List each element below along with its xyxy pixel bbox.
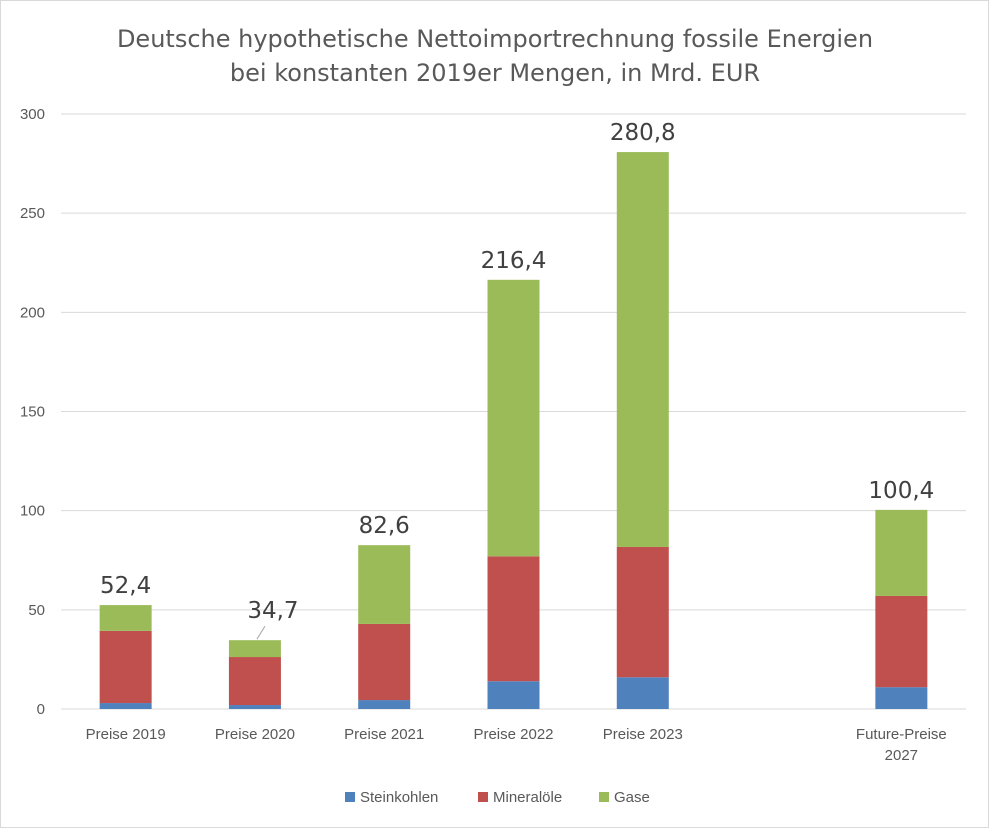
bar-segment-steinkohlen [358, 700, 411, 709]
bar-segment-mineralöle [875, 595, 928, 688]
chart-title-line: bei konstanten 2019er Mengen, in Mrd. EU… [230, 59, 760, 87]
bar-segment-mineralöle [99, 630, 152, 704]
x-category-label: Future-Preise [856, 726, 947, 743]
legend-swatch-mineralöle [478, 792, 488, 802]
y-tick-label: 150 [20, 404, 45, 421]
y-tick-label: 0 [37, 701, 45, 718]
total-label: 34,7 [247, 598, 298, 624]
y-tick-label: 200 [20, 304, 45, 321]
legend: Steinkohlen Mineralöle Gase [345, 789, 650, 806]
x-category-label: Preise 2022 [473, 726, 553, 743]
x-category-label: Preise 2020 [215, 726, 295, 743]
y-axis-ticks: 0 50 100 150 200 250 300 [20, 106, 45, 718]
bar-segment-mineralöle [358, 623, 411, 701]
chart-title: Deutsche hypothetische Nettoimportrechnu… [117, 25, 873, 87]
total-label: 280,8 [610, 120, 676, 146]
total-label: 216,4 [481, 248, 547, 274]
total-label: 100,4 [868, 478, 934, 504]
legend-label: Steinkohlen [360, 789, 438, 806]
bar-segment-mineralöle [228, 657, 281, 706]
legend-label: Mineralöle [493, 789, 562, 806]
bar-segment-gase [487, 279, 540, 557]
bar-segment-gase [228, 640, 281, 658]
x-category-label: Preise 2023 [603, 726, 683, 743]
bar-segment-gase [99, 605, 152, 631]
y-tick-label: 300 [20, 106, 45, 123]
legend-label: Gase [614, 789, 650, 806]
bar-segment-mineralöle [487, 556, 540, 682]
bars [99, 152, 928, 709]
legend-swatch-steinkohlen [345, 792, 355, 802]
bar-segment-mineralöle [616, 546, 669, 678]
bar-segment-steinkohlen [99, 703, 152, 709]
chart-title-line: Deutsche hypothetische Nettoimportrechnu… [117, 25, 873, 53]
x-category-label: Preise 2019 [86, 726, 166, 743]
bar-segment-steinkohlen [875, 687, 928, 709]
total-label: 52,4 [100, 573, 151, 599]
x-axis-categories: Preise 2019 Preise 2020 Preise 2021 Preise … [86, 726, 947, 764]
bar-segment-gase [358, 545, 411, 624]
leader-line [256, 625, 266, 640]
y-tick-label: 250 [20, 205, 45, 222]
legend-swatch-gase [599, 792, 609, 802]
total-label: 82,6 [359, 513, 410, 539]
y-tick-label: 50 [28, 602, 45, 619]
x-category-label: Preise 2021 [344, 726, 424, 743]
total-labels: 52,4 34,7 82,6 216,4 280,8 100,4 [100, 120, 934, 640]
bar-segment-steinkohlen [487, 681, 540, 709]
bar-segment-gase [875, 509, 928, 596]
bar-segment-gase [616, 152, 669, 547]
bar-segment-steinkohlen [616, 677, 669, 709]
y-tick-label: 100 [20, 503, 45, 520]
bar-segment-steinkohlen [228, 705, 281, 709]
x-category-label: 2027 [885, 747, 918, 764]
